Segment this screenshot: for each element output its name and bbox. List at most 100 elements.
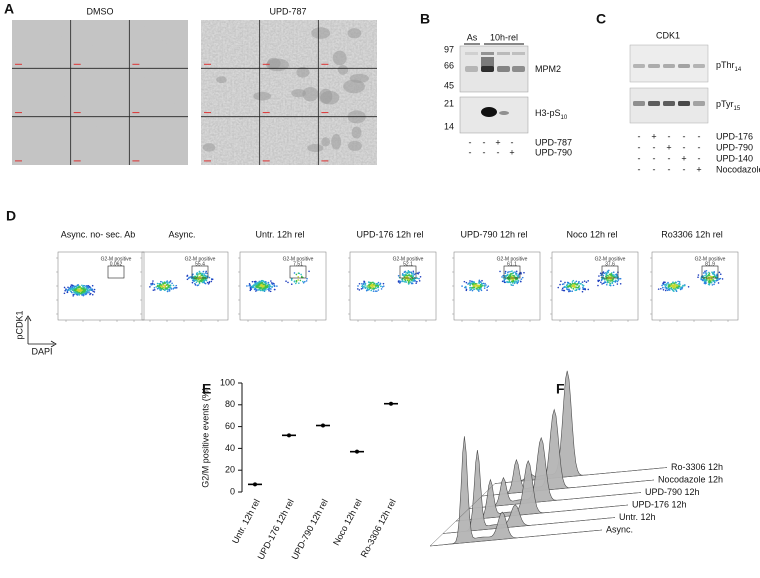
- event: [75, 290, 77, 293]
- event: [605, 273, 607, 275]
- event: [677, 283, 680, 285]
- event: [64, 289, 66, 292]
- event: [674, 288, 677, 291]
- event: [683, 284, 686, 287]
- event: [287, 281, 289, 284]
- gate-name: G2-M positive: [595, 256, 626, 262]
- event: [253, 284, 256, 287]
- event: [618, 277, 620, 280]
- event: [72, 293, 75, 296]
- event: [172, 288, 175, 290]
- event: [504, 276, 507, 278]
- baseline: [468, 492, 642, 509]
- plot-title: Noco 12h rel: [566, 229, 617, 239]
- event: [413, 280, 416, 282]
- event: [203, 280, 206, 283]
- event: [575, 289, 578, 292]
- base-edge: [429, 483, 496, 547]
- event: [248, 283, 251, 285]
- event: [262, 283, 265, 286]
- event: [571, 290, 574, 293]
- event: [564, 281, 566, 284]
- event: [170, 288, 173, 290]
- event: [504, 270, 507, 273]
- event: [270, 288, 272, 290]
- dot: [355, 449, 359, 454]
- event: [302, 281, 305, 284]
- event: [417, 273, 420, 275]
- event: [405, 275, 408, 278]
- event: [368, 288, 371, 291]
- band: [512, 52, 525, 55]
- event: [703, 280, 706, 283]
- event: [88, 290, 90, 293]
- event: [566, 286, 569, 289]
- event: [704, 279, 707, 282]
- sign: -: [668, 153, 671, 163]
- event: [195, 281, 198, 284]
- event: [201, 279, 203, 282]
- mw-marker: 66: [444, 60, 454, 70]
- event: [172, 284, 175, 287]
- event: [700, 278, 702, 281]
- band: [663, 101, 675, 106]
- sign: -: [698, 131, 701, 141]
- event: [63, 292, 66, 295]
- event: [263, 285, 266, 287]
- event: [512, 284, 514, 287]
- event: [168, 285, 171, 287]
- lane-label: 10h-rel: [490, 32, 518, 42]
- event: [719, 277, 722, 280]
- event: [196, 275, 199, 278]
- event: [711, 279, 714, 281]
- event: [250, 286, 253, 289]
- band: [678, 64, 690, 68]
- event: [166, 287, 168, 290]
- event: [662, 288, 665, 291]
- event: [671, 288, 674, 291]
- event: [412, 279, 415, 281]
- event: [463, 280, 466, 283]
- event: [194, 275, 197, 278]
- event: [371, 284, 374, 287]
- blot-label-sub: 15: [734, 106, 741, 112]
- clear-area: [321, 137, 331, 147]
- event: [76, 284, 79, 287]
- event: [371, 288, 373, 290]
- clear-area: [311, 27, 331, 39]
- event: [297, 276, 300, 278]
- event: [371, 281, 374, 284]
- event: [290, 278, 293, 280]
- clear-area: [347, 28, 362, 39]
- event: [273, 285, 276, 287]
- event: [609, 282, 611, 284]
- event: [380, 288, 383, 290]
- event: [78, 286, 80, 289]
- event: [474, 282, 476, 285]
- event: [573, 285, 576, 288]
- event: [467, 283, 469, 285]
- event: [708, 274, 711, 277]
- sign: +: [696, 164, 701, 174]
- event: [511, 270, 513, 272]
- gate-value: 37.6: [605, 261, 615, 267]
- event: [574, 289, 577, 292]
- event: [572, 287, 575, 290]
- event: [561, 287, 564, 290]
- plot-title: Async.: [168, 229, 195, 239]
- gate-name: G2-M positive: [185, 256, 216, 262]
- event: [293, 280, 296, 283]
- event: [195, 279, 197, 282]
- event: [710, 278, 712, 281]
- event: [175, 286, 178, 289]
- event: [610, 280, 612, 282]
- event: [161, 286, 163, 288]
- band: [497, 66, 510, 72]
- event: [521, 276, 524, 279]
- event: [569, 284, 572, 286]
- event: [258, 280, 261, 283]
- event: [199, 272, 202, 275]
- event: [264, 287, 267, 289]
- y-tick-label: 100: [220, 377, 235, 387]
- event: [714, 280, 716, 282]
